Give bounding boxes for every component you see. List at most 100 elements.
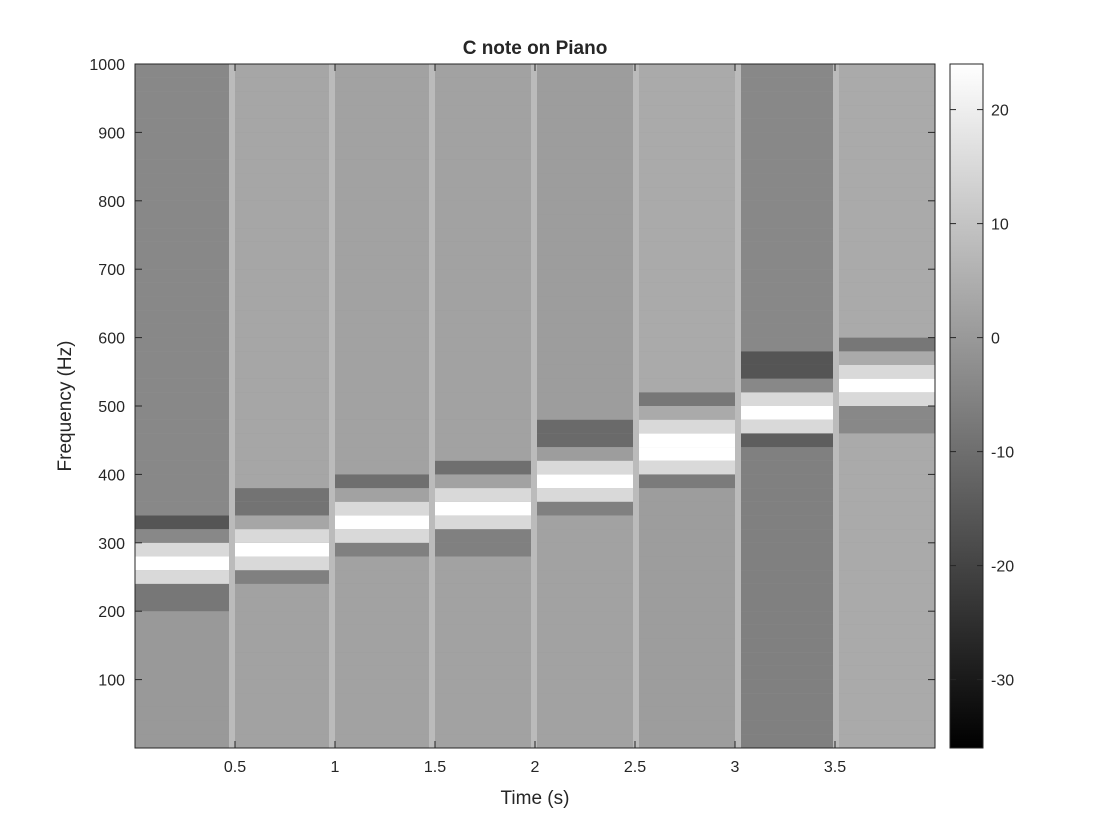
y-tick-label: 200 bbox=[98, 604, 125, 621]
heatmap-cell bbox=[741, 282, 835, 297]
heatmap-cell bbox=[135, 200, 229, 215]
heatmap-cell bbox=[135, 351, 229, 365]
heatmap-cell bbox=[335, 652, 429, 666]
heatmap-cell bbox=[335, 638, 429, 653]
heatmap-cell bbox=[741, 474, 835, 489]
heatmap-cell bbox=[135, 665, 229, 680]
heatmap-cell bbox=[741, 214, 835, 229]
heatmap-cell bbox=[435, 241, 531, 256]
heatmap-cell bbox=[735, 64, 741, 748]
heatmap-cell bbox=[839, 91, 935, 106]
heatmap-cell bbox=[839, 77, 935, 92]
heatmap-cell bbox=[839, 583, 935, 598]
y-tick-label: 800 bbox=[98, 194, 125, 211]
heatmap-cell bbox=[639, 652, 735, 666]
heatmap-cell bbox=[335, 529, 429, 543]
heatmap-cell bbox=[639, 392, 735, 406]
heatmap-cell bbox=[435, 406, 531, 420]
heatmap-cell bbox=[839, 474, 935, 489]
heatmap-cell bbox=[135, 310, 229, 324]
heatmap-cell bbox=[335, 542, 429, 557]
heatmap-cell bbox=[435, 378, 531, 393]
heatmap-cell bbox=[435, 77, 531, 92]
heatmap-cell bbox=[537, 583, 633, 598]
heatmap-cell bbox=[335, 665, 429, 680]
heatmap-cell bbox=[741, 529, 835, 543]
heatmap-cell bbox=[537, 447, 633, 461]
heatmap-cell bbox=[839, 378, 935, 393]
heatmap-cell bbox=[639, 624, 735, 639]
heatmap-cell bbox=[839, 282, 935, 297]
heatmap-cell bbox=[537, 556, 633, 571]
heatmap-cell bbox=[235, 611, 329, 625]
heatmap-cell bbox=[335, 556, 429, 571]
heatmap-cell bbox=[741, 323, 835, 338]
heatmap-cell bbox=[639, 720, 735, 735]
heatmap-cell bbox=[537, 638, 633, 653]
heatmap-cell bbox=[537, 255, 633, 270]
x-tick-label: 1 bbox=[331, 759, 340, 776]
heatmap-cell bbox=[639, 105, 735, 119]
heatmap-cell bbox=[235, 187, 329, 201]
heatmap-cell bbox=[335, 337, 429, 352]
heatmap-cell bbox=[435, 146, 531, 160]
heatmap-cell bbox=[335, 624, 429, 639]
heatmap-cell bbox=[639, 488, 735, 502]
heatmap-cell bbox=[741, 734, 835, 748]
heatmap-cell bbox=[741, 255, 835, 270]
heatmap-cell bbox=[435, 419, 531, 434]
heatmap-cell bbox=[335, 364, 429, 379]
heatmap-cell bbox=[839, 173, 935, 188]
heatmap-cell bbox=[741, 460, 835, 475]
heatmap-cell bbox=[741, 488, 835, 502]
heatmap-cell bbox=[741, 556, 835, 571]
heatmap-cell bbox=[537, 542, 633, 557]
heatmap-cell bbox=[639, 364, 735, 379]
heatmap-cell bbox=[639, 447, 735, 461]
heatmap-cell bbox=[135, 706, 229, 721]
heatmap-cell bbox=[235, 488, 329, 502]
heatmap-cell bbox=[235, 652, 329, 666]
heatmap-cell bbox=[135, 118, 229, 133]
heatmap-cell bbox=[839, 556, 935, 571]
heatmap-cell bbox=[135, 734, 229, 748]
heatmap-cell bbox=[537, 460, 633, 475]
heatmap-cell bbox=[839, 638, 935, 653]
heatmap-cell bbox=[639, 501, 735, 516]
heatmap-cell bbox=[235, 583, 329, 598]
heatmap-cell bbox=[537, 529, 633, 543]
heatmap-cell bbox=[839, 665, 935, 680]
heatmap-cell bbox=[741, 624, 835, 639]
heatmap-cell bbox=[741, 77, 835, 92]
heatmap-cell bbox=[537, 501, 633, 516]
heatmap-cell bbox=[435, 269, 531, 283]
heatmap-cell bbox=[135, 77, 229, 92]
heatmap-cell bbox=[839, 310, 935, 324]
heatmap-cell bbox=[435, 132, 531, 147]
heatmap-cell bbox=[135, 337, 229, 352]
heatmap-cell bbox=[229, 64, 235, 748]
heatmap-cell bbox=[537, 665, 633, 680]
heatmap-cell bbox=[839, 132, 935, 147]
heatmap-cell bbox=[235, 501, 329, 516]
heatmap-cell bbox=[335, 720, 429, 735]
heatmap-cell bbox=[537, 187, 633, 201]
heatmap-cell bbox=[335, 611, 429, 625]
heatmap-cell bbox=[435, 255, 531, 270]
colorbar-tick-label: 20 bbox=[991, 103, 1009, 120]
heatmap-cell bbox=[741, 501, 835, 516]
heatmap-cell bbox=[435, 501, 531, 516]
colorbar-tick-label: -30 bbox=[991, 673, 1014, 690]
heatmap-cell bbox=[741, 105, 835, 119]
heatmap-cell bbox=[435, 556, 531, 571]
heatmap-cell bbox=[335, 488, 429, 502]
heatmap-cell bbox=[335, 77, 429, 92]
heatmap-cell bbox=[435, 187, 531, 201]
heatmap-cell bbox=[741, 310, 835, 324]
heatmap-cell bbox=[639, 337, 735, 352]
heatmap-cell bbox=[435, 706, 531, 721]
x-tick-label: 1.5 bbox=[424, 759, 446, 776]
y-tick-label: 900 bbox=[98, 125, 125, 142]
heatmap-cell bbox=[429, 64, 435, 748]
